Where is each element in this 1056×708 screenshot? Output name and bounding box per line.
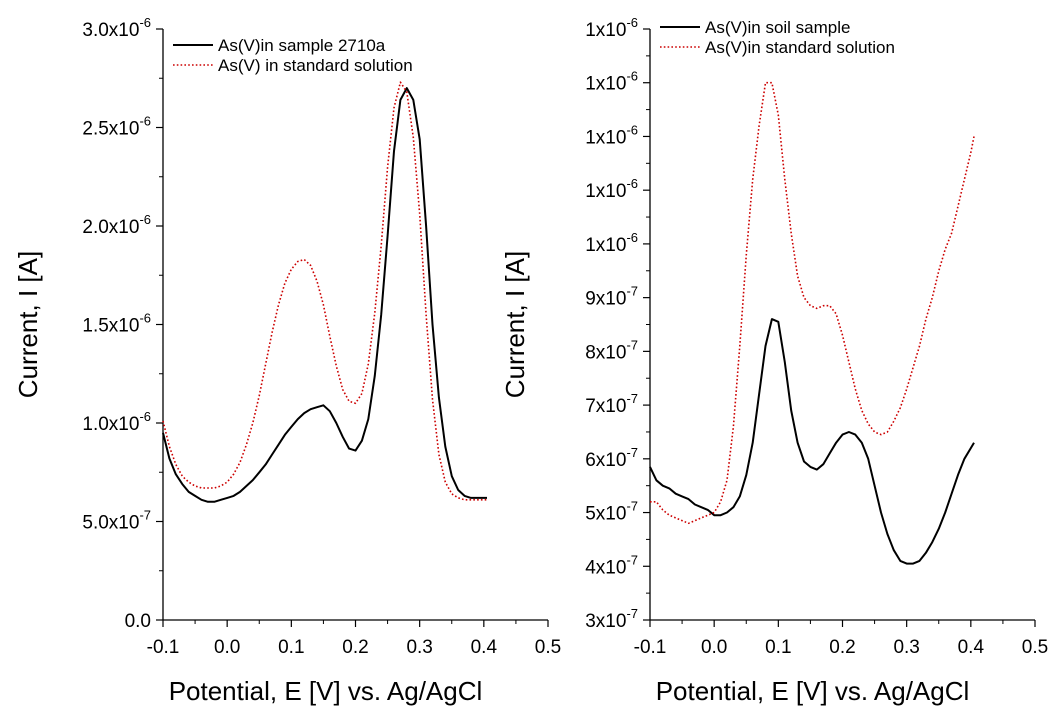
- y-tick-label: 2.0x10-6: [82, 212, 151, 238]
- x-tick-label: 0.0: [701, 637, 727, 658]
- y-tick-exponent: -6: [626, 230, 638, 245]
- y-tick-mantissa: 6x10: [585, 450, 626, 471]
- y-tick-mantissa: 1.0x10: [82, 414, 139, 435]
- y-tick-exponent: -6: [626, 69, 638, 84]
- y-tick-exponent: -7: [626, 606, 638, 621]
- x-tick-label: -0.1: [634, 637, 667, 658]
- y-tick-label: 1x10-6: [585, 176, 638, 202]
- x-tick-label: 0.0: [214, 637, 240, 658]
- legend-label: As(V)in standard solution: [705, 38, 895, 57]
- y-tick-exponent: -7: [626, 284, 638, 299]
- x-tick-label: 0.5: [535, 637, 561, 658]
- y-tick-exponent: -7: [626, 337, 638, 352]
- y-axis-title: Current, I [A]: [13, 251, 43, 398]
- series-line-2: [650, 81, 975, 525]
- y-tick-label: 1x10-6: [585, 69, 638, 95]
- y-tick-exponent: -6: [139, 212, 151, 227]
- y-tick-label: 5x10-7: [585, 499, 638, 525]
- y-tick-mantissa: 9x10: [585, 289, 626, 310]
- x-tick-label: 0.4: [471, 637, 498, 658]
- y-tick-label: 5.0x10-7: [82, 508, 151, 534]
- y-tick-label: 1x10-6: [585, 15, 638, 41]
- y-tick-exponent: -7: [626, 391, 638, 406]
- x-tick-label: 0.3: [406, 637, 432, 658]
- y-tick-mantissa: 1.5x10: [82, 316, 139, 337]
- y-tick-mantissa: 3.0x10: [82, 20, 139, 41]
- y-tick-label: 6x10-7: [585, 445, 638, 471]
- y-tick-label: 7x10-7: [585, 391, 638, 417]
- y-tick-exponent: -6: [139, 15, 151, 30]
- series-line-1: [649, 318, 975, 565]
- y-tick-exponent: -7: [139, 508, 151, 523]
- y-tick-exponent: -6: [139, 311, 151, 326]
- y-tick-label: 4x10-7: [585, 552, 638, 578]
- y-tick-mantissa: 4x10: [585, 557, 626, 578]
- y-tick-label: 1x10-6: [585, 230, 638, 256]
- y-tick-label: 1x10-6: [585, 122, 638, 148]
- y-tick-mantissa: 5x10: [585, 504, 626, 525]
- y-tick-mantissa: 0.0: [125, 611, 151, 632]
- y-tick-mantissa: 1x10: [585, 74, 626, 95]
- x-tick-label: 0.3: [893, 637, 919, 658]
- y-tick-label: 3.0x10-6: [82, 15, 151, 41]
- y-tick-exponent: -6: [626, 122, 638, 137]
- series-line-1: [162, 87, 487, 503]
- x-tick-label: 0.2: [342, 637, 368, 658]
- y-tick-exponent: -6: [626, 15, 638, 30]
- y-tick-mantissa: 8x10: [585, 342, 626, 363]
- y-tick-mantissa: 1x10: [585, 181, 626, 202]
- x-tick-label: 0.1: [765, 637, 791, 658]
- series-line-2: [162, 81, 487, 501]
- y-tick-mantissa: 7x10: [585, 396, 626, 417]
- y-tick-mantissa: 5.0x10: [82, 513, 139, 534]
- chart-panel-2: -0.1 0.0 0.1 0.2 0.3 0.4 0.53x10-74x10-75x10-7…: [500, 15, 1048, 706]
- legend-label: As(V)in soil sample: [705, 18, 851, 37]
- x-axis-title: Potential, E [V] vs. Ag/AgCl: [169, 676, 483, 706]
- y-tick-label: 1.0x10-6: [82, 409, 151, 435]
- y-tick-label: 1.5x10-6: [82, 311, 151, 337]
- x-tick-label: 0.5: [1022, 637, 1048, 658]
- y-tick-label: 3x10-7: [585, 606, 638, 632]
- y-tick-exponent: -7: [626, 445, 638, 460]
- y-tick-mantissa: 2.0x10: [82, 217, 139, 238]
- y-tick-exponent: -6: [139, 114, 151, 129]
- y-tick-exponent: -7: [626, 499, 638, 514]
- legend-label: As(V)in sample 2710a: [218, 36, 386, 55]
- y-tick-mantissa: 1x10: [585, 20, 626, 41]
- y-tick-exponent: -6: [139, 409, 151, 424]
- y-tick-exponent: -6: [626, 176, 638, 191]
- y-tick-label: 0.0: [125, 611, 151, 632]
- y-tick-label: 8x10-7: [585, 337, 638, 363]
- x-tick-label: 0.2: [829, 637, 855, 658]
- y-tick-mantissa: 1x10: [585, 127, 626, 148]
- y-axis-title: Current, I [A]: [500, 251, 530, 398]
- x-axis-title: Potential, E [V] vs. Ag/AgCl: [656, 676, 970, 706]
- x-tick-label: -0.1: [147, 637, 180, 658]
- y-tick-label: 9x10-7: [585, 284, 638, 310]
- y-tick-exponent: -7: [626, 552, 638, 567]
- y-tick-mantissa: 3x10: [585, 611, 626, 632]
- chart-panel-1: -0.1 0.0 0.1 0.2 0.3 0.4 0.50.05.0x10-71.0x10-…: [13, 15, 561, 706]
- x-tick-label: 0.1: [278, 637, 304, 658]
- y-tick-label: 2.5x10-6: [82, 114, 151, 140]
- x-tick-label: 0.4: [958, 637, 985, 658]
- y-tick-mantissa: 2.5x10: [82, 119, 139, 140]
- y-tick-mantissa: 1x10: [585, 235, 626, 256]
- legend-label: As(V) in standard solution: [218, 56, 413, 75]
